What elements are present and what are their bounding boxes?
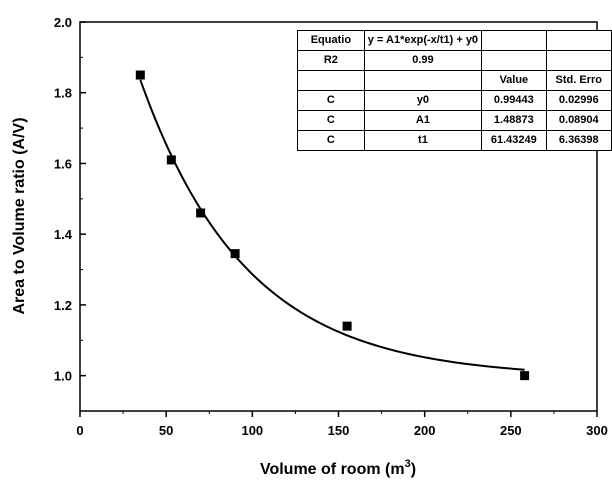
x-axis-title: Volume of room (m3)	[260, 458, 416, 478]
fit-parameters-table: Equatio y = A1*exp(-x/t1) + y0 R2 0.99 Value…	[297, 30, 612, 151]
table-cell	[297, 70, 365, 91]
data-point	[520, 371, 530, 381]
y-axis-title: Area to Volume ratio (A/V)	[11, 117, 28, 314]
x-axis-title-end: )	[411, 461, 416, 478]
table-cell	[545, 50, 612, 71]
x-tick-label: 50	[159, 423, 173, 438]
table-cell: 0.02996	[545, 90, 612, 111]
table-cell: y = A1*exp(-x/t1) + y0	[363, 30, 483, 51]
data-points	[135, 70, 530, 381]
x-tick-label: 300	[586, 423, 608, 438]
y-tick-label: 1.4	[54, 227, 73, 242]
data-point	[342, 321, 352, 331]
table-row: Equatio y = A1*exp(-x/t1) + y0	[297, 30, 612, 51]
table-cell	[481, 50, 547, 71]
x-axis: 0 50 100 150 200 250 300	[76, 411, 608, 438]
table-cell: Equatio	[297, 30, 365, 51]
table-cell: A1	[363, 110, 483, 131]
table-cell: C	[297, 110, 365, 131]
table-cell	[363, 70, 483, 91]
x-tick-label: 250	[500, 423, 522, 438]
table-row: R2 0.99	[297, 50, 612, 71]
y-tick-label: 1.0	[54, 369, 72, 384]
table-cell: C	[297, 90, 365, 111]
table-cell: y0	[363, 90, 483, 111]
table-row: C A1 1.48873 0.08904	[297, 110, 612, 131]
y-axis: 1.0 1.2 1.4 1.6 1.8 2.0	[54, 15, 86, 412]
table-cell: 61.43249	[481, 130, 547, 151]
data-point	[135, 70, 145, 80]
y-tick-label: 2.0	[54, 15, 72, 30]
data-point	[166, 155, 176, 165]
table-cell: Std. Erro	[545, 70, 612, 91]
table-cell: Value	[481, 70, 547, 91]
table-cell: 0.99443	[481, 90, 547, 111]
table-cell	[481, 30, 547, 51]
y-tick-label: 1.6	[54, 156, 72, 171]
x-tick-label: 150	[328, 423, 350, 438]
table-cell: 0.99	[363, 50, 483, 71]
table-cell: 1.48873	[481, 110, 547, 131]
table-cell: C	[297, 130, 365, 151]
data-point	[196, 208, 206, 218]
x-axis-title-superscript: 3	[405, 458, 411, 470]
x-tick-label: 100	[241, 423, 263, 438]
x-tick-label: 0	[76, 423, 83, 438]
table-cell: t1	[363, 130, 483, 151]
table-cell: 6.36398	[545, 130, 612, 151]
x-tick-label: 200	[414, 423, 436, 438]
x-axis-title-main: Volume of room (m	[260, 461, 405, 478]
y-tick-label: 1.2	[54, 298, 72, 313]
table-cell: R2	[297, 50, 365, 71]
table-cell: 0.08904	[545, 110, 612, 131]
table-cell	[545, 30, 612, 51]
data-point	[230, 249, 240, 259]
table-row: Value Std. Erro	[297, 70, 612, 91]
y-tick-label: 1.8	[54, 86, 72, 101]
